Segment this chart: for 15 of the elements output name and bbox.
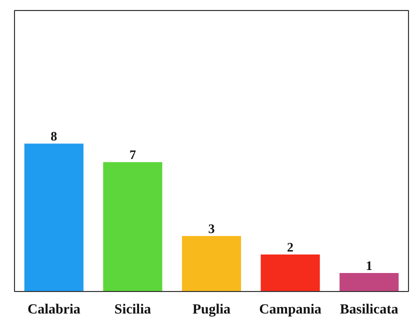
x-tick-label: Campania	[259, 302, 322, 318]
data-label: 7	[129, 147, 136, 162]
data-label: 1	[366, 258, 372, 274]
bar	[182, 236, 242, 292]
x-tick-label: Basilicata	[340, 302, 398, 318]
bar	[24, 144, 84, 292]
data-label: 3	[208, 221, 216, 236]
bar	[103, 162, 162, 292]
x-tick-label: Calabria	[27, 302, 80, 318]
data-label: 2	[287, 240, 294, 255]
bar	[340, 273, 399, 292]
bar	[260, 254, 320, 292]
x-tick-label: Sicilia	[114, 302, 151, 318]
data-label: 8	[50, 128, 58, 144]
x-tick-label: Puglia	[192, 302, 231, 318]
